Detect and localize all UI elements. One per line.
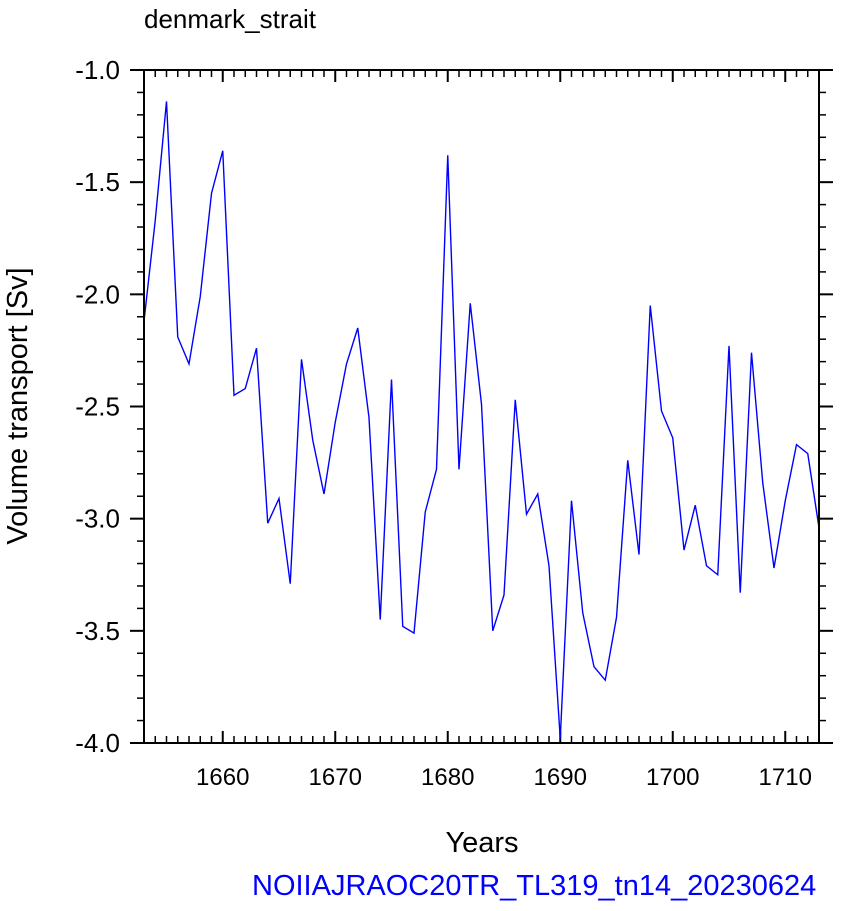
x-tick-label: 1700 <box>646 764 699 791</box>
tick-labels: 1660 1670 1680 1690 1700 1710 -1.0 -1.5 -2.0 -2.5… <box>75 55 812 791</box>
y-tick-label: -2.5 <box>75 392 120 422</box>
line-chart: 1660 1670 1680 1690 1700 1710 -1.0 -1.5 -2.0 -2.5… <box>2 4 833 859</box>
x-tick-label: 1670 <box>309 764 362 791</box>
series-line <box>143 101 820 739</box>
y-tick-label: -1.0 <box>75 55 120 85</box>
x-tick-label: 1690 <box>534 764 587 791</box>
footer-run-id: NOIIAJRAOC20TR_TL319_tn14_20230624 <box>252 870 817 902</box>
y-tick-label: -2.0 <box>75 279 120 309</box>
y-tick-label: -1.5 <box>75 167 120 197</box>
x-axis-label: Years <box>445 827 518 859</box>
x-tick-label: 1710 <box>759 764 812 791</box>
y-tick-label: -3.0 <box>75 504 120 534</box>
series-layer <box>143 101 820 739</box>
plot-frame <box>143 69 820 744</box>
y-tick-label: -3.5 <box>75 616 120 646</box>
y-axis-label: Volume transport [Sv] <box>2 267 34 544</box>
x-tick-label: 1660 <box>196 764 249 791</box>
y-tick-label: -4.0 <box>75 728 120 758</box>
chart-title: denmark_strait <box>144 4 317 34</box>
x-tick-label: 1680 <box>421 764 474 791</box>
